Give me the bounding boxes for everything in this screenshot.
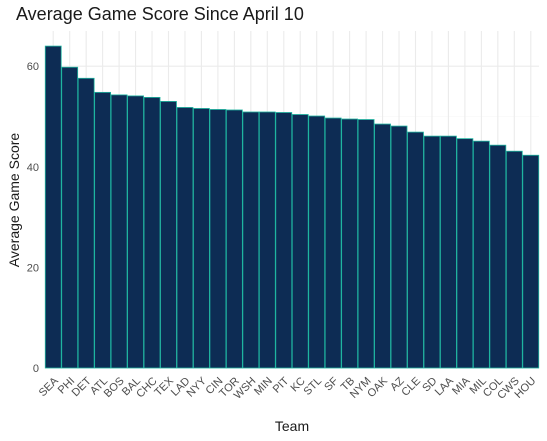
bar-min xyxy=(258,111,276,369)
y-tick-label: 20 xyxy=(27,262,39,274)
bar-col xyxy=(489,144,507,369)
bar-nym xyxy=(357,119,375,369)
x-tick-label: STL xyxy=(302,375,325,398)
bar-pit xyxy=(275,112,293,369)
y-axis-ticks: 0 20 40 60 xyxy=(27,61,39,375)
chart-title: Average Game Score Since April 10 xyxy=(16,4,304,24)
bar-det xyxy=(77,77,95,369)
bar-oak xyxy=(374,123,391,369)
bar-mia xyxy=(456,138,474,369)
bar-cin xyxy=(209,109,227,369)
y-tick-label: 60 xyxy=(27,61,39,73)
x-axis-label: Team xyxy=(274,418,310,434)
bar-chc xyxy=(143,96,161,369)
x-tick-label: SF xyxy=(322,375,341,394)
bars xyxy=(44,45,540,369)
bar-nyy xyxy=(193,108,210,369)
bar-bal xyxy=(127,95,144,369)
x-axis-ticks: SEAPHIDETATLBOSBALCHCTEXLADNYYCINTORWSHM… xyxy=(37,375,539,402)
bar-mil xyxy=(472,140,490,369)
bar-cws xyxy=(505,150,523,369)
bar-atl xyxy=(94,91,112,369)
bar-sea xyxy=(44,45,62,369)
bar-tb xyxy=(341,118,359,369)
y-tick-label: 0 xyxy=(33,363,39,375)
bar-stl xyxy=(308,115,326,369)
bar-cle xyxy=(407,131,424,369)
y-tick-label: 40 xyxy=(27,162,39,174)
bar-az xyxy=(390,125,408,369)
bar-laa xyxy=(440,135,457,369)
bar-tex xyxy=(160,101,177,369)
bar-lad xyxy=(176,107,194,369)
bar-tor xyxy=(225,109,243,369)
bar-hou xyxy=(522,154,540,369)
y-axis-label: Average Game Score xyxy=(6,132,22,268)
bar-kc xyxy=(291,114,309,369)
x-tick-label: CLE xyxy=(399,375,423,399)
bar-phi xyxy=(61,66,79,369)
bar-sf xyxy=(324,117,342,369)
bar-wsh xyxy=(242,111,260,369)
x-tick-label: OAK xyxy=(365,375,390,400)
bar-sd xyxy=(423,135,441,369)
bar-bos xyxy=(110,94,128,369)
